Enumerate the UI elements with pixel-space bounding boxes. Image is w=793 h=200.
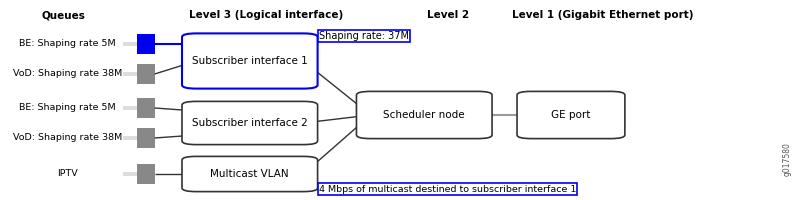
Bar [137,128,155,148]
FancyBboxPatch shape [182,156,317,192]
Bar [123,72,155,76]
Bar [137,64,155,84]
Text: Scheduler node: Scheduler node [384,110,465,120]
Text: Level 3 (Logical interface): Level 3 (Logical interface) [189,10,343,20]
Bar [137,34,155,54]
Text: VoD: Shaping rate 38M: VoD: Shaping rate 38M [13,70,122,78]
Text: Multicast VLAN: Multicast VLAN [210,169,289,179]
Text: g017580: g017580 [783,142,792,176]
Text: BE: Shaping rate 5M: BE: Shaping rate 5M [19,40,116,48]
FancyBboxPatch shape [357,91,492,139]
Bar [137,98,155,118]
FancyBboxPatch shape [182,33,317,89]
Text: IPTV: IPTV [57,170,78,178]
Text: Shaping rate: 37M: Shaping rate: 37M [319,31,408,41]
Text: Subscriber interface 2: Subscriber interface 2 [192,118,308,128]
Text: BE: Shaping rate 5M: BE: Shaping rate 5M [19,104,116,112]
Text: VoD: Shaping rate 38M: VoD: Shaping rate 38M [13,134,122,142]
Text: 4 Mbps of multicast destined to subscriber interface 1: 4 Mbps of multicast destined to subscrib… [319,184,577,194]
Text: Level 2: Level 2 [427,10,469,20]
Bar [123,172,155,176]
Text: GE port: GE port [551,110,591,120]
Bar [123,136,155,140]
Text: Level 1 (Gigabit Ethernet port): Level 1 (Gigabit Ethernet port) [512,10,693,20]
Bar [137,164,155,184]
FancyBboxPatch shape [517,91,625,139]
Bar [123,106,155,110]
Text: Subscriber interface 1: Subscriber interface 1 [192,56,308,66]
Bar [123,42,155,46]
FancyBboxPatch shape [182,101,317,145]
Text: Queues: Queues [41,10,86,20]
